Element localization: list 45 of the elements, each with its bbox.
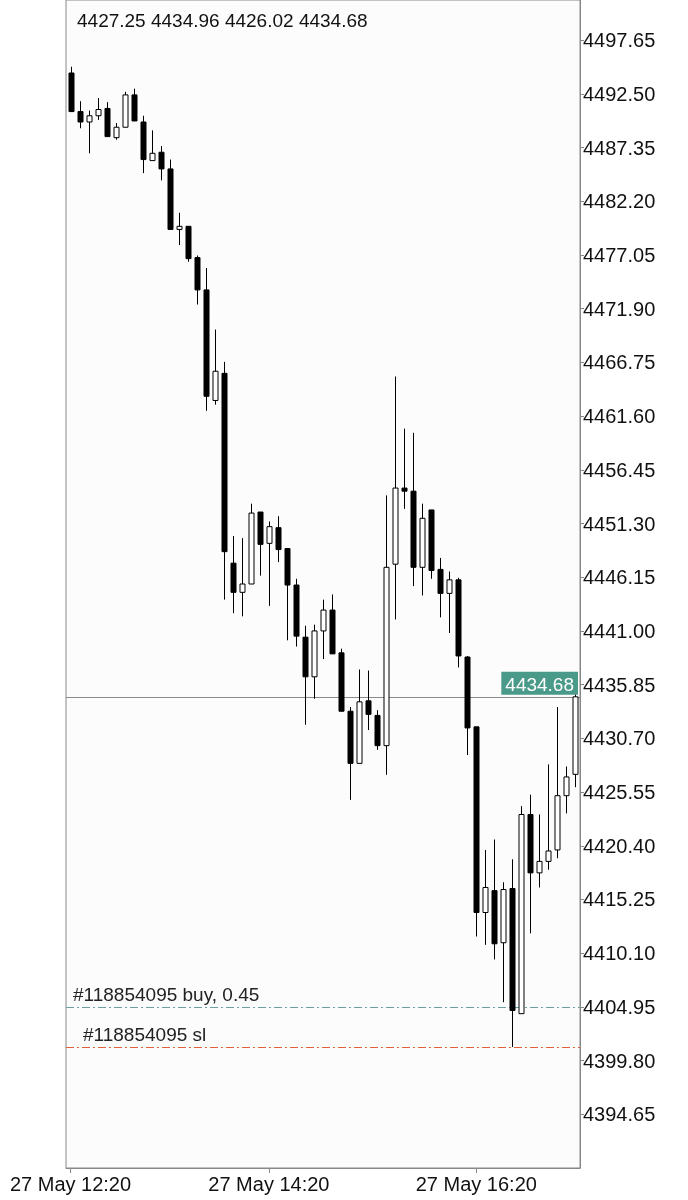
y-tick-label: 4471.90: [583, 297, 656, 320]
candlestick: [158, 145, 165, 181]
y-tick-label: 4466.75: [583, 351, 656, 374]
candlestick: [446, 570, 453, 634]
candlestick: [320, 599, 327, 660]
x-tick-label: 27 May 16:20: [415, 1173, 537, 1195]
candlestick: [86, 110, 93, 154]
candlestick: [401, 428, 408, 510]
ref-line-label: #118854095 buy, 0.45: [73, 984, 260, 1006]
y-tick-label: 4415.25: [583, 888, 656, 911]
candlestick: [536, 813, 543, 888]
y-tick-label: 4399.80: [583, 1049, 656, 1072]
y-tick-label: 4487.35: [583, 136, 656, 159]
candlestick: [77, 100, 84, 129]
y-tick-label: 4420.40: [583, 834, 656, 857]
y-tick-label: 4456.45: [583, 458, 656, 481]
y-tick-label: 4435.85: [583, 673, 656, 696]
y-tick-label: 4482.20: [583, 190, 656, 213]
y-tick-label: 4425.55: [583, 781, 656, 804]
candlestick: [176, 212, 183, 246]
x-tick-label: 27 May 12:20: [9, 1173, 132, 1195]
x-tick-label: 27 May 14:20: [208, 1173, 330, 1195]
candlestick: [275, 515, 282, 563]
y-tick-label: 4497.65: [583, 29, 656, 52]
y-tick-label: 4441.00: [583, 619, 656, 642]
candlestick: [266, 520, 273, 607]
annotation: 4427.25 4434.96 4426.02 4434.68: [77, 10, 368, 31]
candlestick: [239, 537, 246, 617]
y-tick-label: 4394.65: [583, 1103, 656, 1126]
y-tick-label: 4410.10: [583, 942, 656, 965]
candlestick: [95, 97, 102, 121]
y-tick-label: 4430.70: [583, 727, 656, 750]
y-tick-label: 4477.05: [583, 243, 656, 266]
y-tick-label: 4404.95: [583, 995, 656, 1018]
ref-line-label: #118854095 sl: [83, 1024, 207, 1046]
candlestick: [545, 763, 552, 871]
y-tick-label: 4451.30: [583, 512, 656, 535]
y-tick-label: 4492.50: [583, 82, 656, 105]
ref-line-label: 4434.68: [505, 673, 574, 695]
candlestick: [365, 670, 372, 731]
y-tick-label: 4446.15: [583, 566, 656, 589]
candlestick: [563, 766, 570, 814]
candlestick: [437, 557, 444, 618]
candlestick: [149, 129, 156, 162]
y-tick-label: 4461.60: [583, 405, 656, 428]
